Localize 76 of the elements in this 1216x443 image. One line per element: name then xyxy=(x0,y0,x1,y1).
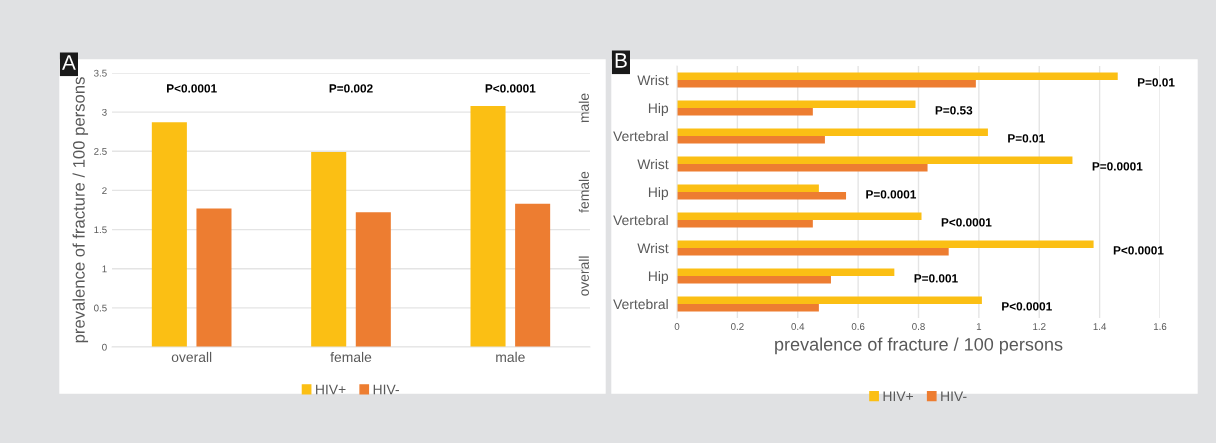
bar xyxy=(151,122,187,347)
bar xyxy=(677,192,847,200)
y-tick-label: Vertebral xyxy=(613,214,668,226)
bar xyxy=(677,164,928,172)
bar xyxy=(677,296,982,304)
y-tick-label: 2.5 xyxy=(94,148,107,155)
bar xyxy=(677,304,819,312)
x-tick-label: 0.4 xyxy=(791,323,805,330)
bar xyxy=(677,80,976,88)
annotation: P<0.0001 xyxy=(167,84,217,93)
y-axis-title: prevalence of fracture / 100 persons xyxy=(72,77,89,343)
y-tick-label: 3 xyxy=(102,108,107,116)
y-tick-label: Wrist xyxy=(637,158,669,170)
bar xyxy=(677,268,895,276)
y-tick-label: Vertebral xyxy=(613,298,668,310)
bar xyxy=(677,212,922,220)
y-tick-label: 3.5 xyxy=(94,69,107,77)
bar xyxy=(677,136,825,144)
bar xyxy=(677,128,988,136)
bar xyxy=(470,105,506,347)
bar xyxy=(677,100,916,108)
bar xyxy=(677,276,831,284)
legend-label: HIV- xyxy=(941,391,967,402)
x-tick-label: 1.4 xyxy=(1093,323,1107,330)
x-tick-label: 1.6 xyxy=(1153,323,1167,330)
y-tick-label: Hip xyxy=(648,186,669,200)
x-tick-label: 0.8 xyxy=(912,323,925,330)
x-tick-label: 0 xyxy=(674,323,680,330)
annotation: P<0.0001 xyxy=(1113,246,1164,255)
chart-title: B xyxy=(615,53,627,68)
legend-label: HIV+ xyxy=(316,384,346,395)
bar xyxy=(677,248,949,256)
annotation: P=0.01 xyxy=(1008,134,1045,143)
bar xyxy=(311,152,347,347)
annotation: P=0.01 xyxy=(1137,78,1175,87)
bar xyxy=(677,184,819,192)
y-tick-label: Vertebral xyxy=(613,130,668,142)
annotation: P<0.0001 xyxy=(941,218,992,227)
bar xyxy=(196,208,232,347)
y-tick-label: 2 xyxy=(102,187,107,194)
y-tick-label: 1.5 xyxy=(94,226,107,234)
annotation: P<0.0001 xyxy=(1002,302,1052,311)
y-tick-label: Wrist xyxy=(637,74,669,86)
y-tick-label: 0 xyxy=(102,343,107,351)
annotation: male xyxy=(578,93,589,123)
x-tick-label: 0.6 xyxy=(851,323,865,330)
chart-title: A xyxy=(62,55,76,70)
x-tick-label: overall xyxy=(171,351,212,363)
bar xyxy=(355,212,391,347)
annotation: P=0.0001 xyxy=(866,190,917,199)
annotation: female xyxy=(578,171,589,213)
bar xyxy=(677,156,1073,164)
annotation: overall xyxy=(578,256,589,296)
annotation: P=0.0001 xyxy=(1092,162,1143,171)
x-tick-label: 1.2 xyxy=(1033,323,1046,330)
bar xyxy=(677,240,1094,248)
x-tick-label: 0.2 xyxy=(731,323,744,330)
x-tick-label: male xyxy=(496,351,525,363)
bar xyxy=(677,220,813,228)
y-tick-label: 0.5 xyxy=(94,304,107,312)
annotation: P=0.001 xyxy=(914,274,958,283)
legend-label: HIV+ xyxy=(883,391,913,402)
bar xyxy=(677,108,813,116)
y-tick-label: Hip xyxy=(648,270,669,284)
y-tick-label: Hip xyxy=(648,102,669,116)
bar xyxy=(677,72,1118,80)
y-tick-label: Wrist xyxy=(637,242,669,254)
annotation: P<0.0001 xyxy=(485,84,536,93)
annotation: P=0.53 xyxy=(935,106,973,115)
legend-label: HIV- xyxy=(373,384,399,395)
x-tick-label: female xyxy=(330,351,372,363)
annotation: P=0.002 xyxy=(329,84,373,93)
x-axis-title: prevalence of fracture / 100 persons xyxy=(775,337,1063,355)
x-tick-label: 1 xyxy=(976,323,982,330)
y-tick-label: 1 xyxy=(102,265,107,273)
bar xyxy=(515,203,551,347)
